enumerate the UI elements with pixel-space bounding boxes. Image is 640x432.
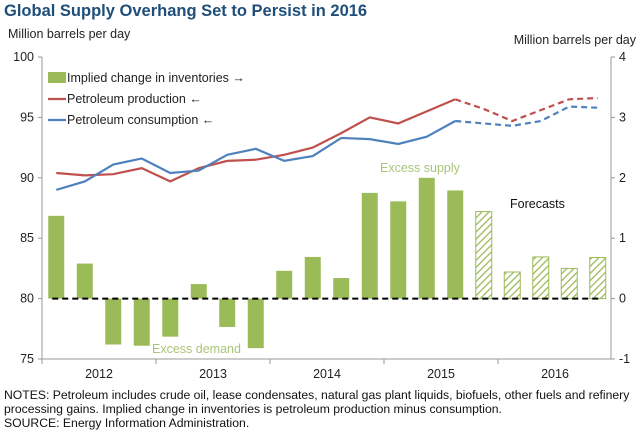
x-tick-label: 2016 [541, 367, 569, 381]
right-tick-label: 2 [619, 171, 626, 185]
notes-text: NOTES: Petroleum includes crude oil, lea… [4, 388, 630, 417]
annotation-excess-supply: Excess supply [380, 161, 461, 175]
annotation-excess-demand: Excess demand [152, 342, 241, 356]
right-tick-label: 4 [619, 50, 626, 64]
inventory-bar [133, 298, 150, 346]
right-tick-label: -1 [619, 352, 630, 366]
left-tick-label: 90 [20, 171, 34, 185]
forecast-inventory-bar [475, 211, 493, 300]
left-axis-label: Million barrels per day [8, 27, 131, 41]
right-axis-label: Million barrels per day [513, 33, 636, 47]
inventory-bar [247, 298, 264, 349]
legend-label-production: Petroleum production ← [67, 92, 202, 106]
inventory-bar [418, 177, 435, 299]
production-forecast-line [454, 96, 598, 123]
notes: NOTES: Petroleum includes crude oil, lea… [4, 388, 636, 431]
inventory-bar [219, 298, 236, 327]
right-tick-label: 0 [619, 292, 626, 306]
source-text: SOURCE: Energy Information Administratio… [4, 416, 250, 431]
inventory-bar [190, 284, 207, 299]
forecast-inventory-bar [503, 271, 521, 300]
legend-label-consumption: Petroleum consumption ← [67, 113, 214, 127]
forecast-inventory-bar [532, 256, 550, 300]
right-tick-label: 1 [619, 231, 626, 245]
inventory-bar [447, 190, 464, 299]
inventory-bar [162, 298, 179, 337]
inventory-bar [48, 215, 65, 299]
inventory-bar [390, 201, 407, 299]
annotation-forecasts: Forecasts [510, 197, 565, 211]
left-tick-label: 75 [20, 352, 34, 366]
consumption-forecast-line [455, 105, 598, 127]
legend-swatch-inventories [48, 72, 66, 83]
inventory-bar [333, 278, 350, 299]
forecast-inventory-bar [589, 257, 607, 300]
consumption-line [55, 120, 456, 191]
x-tick-label: 2015 [427, 367, 455, 381]
left-tick-label: 80 [20, 292, 34, 306]
x-tick-label: 2014 [313, 367, 341, 381]
x-tick-label: 2013 [199, 367, 227, 381]
x-tick-label: 2012 [85, 367, 113, 381]
legend-label-inventories: Implied change in inventories → [67, 71, 245, 85]
left-tick-label: 85 [20, 231, 34, 245]
left-tick-label: 100 [13, 50, 34, 64]
production-line [56, 98, 456, 183]
chart-title: Global Supply Overhang Set to Persist in… [4, 2, 368, 20]
forecast-inventory-bar [560, 267, 578, 300]
inventory-bar [304, 256, 321, 299]
left-tick-label: 95 [20, 110, 34, 124]
inventory-bar [76, 263, 93, 299]
inventory-bar [361, 192, 378, 299]
inventory-bar [276, 270, 293, 299]
inventory-bar [105, 298, 122, 345]
right-tick-label: 3 [619, 110, 626, 124]
